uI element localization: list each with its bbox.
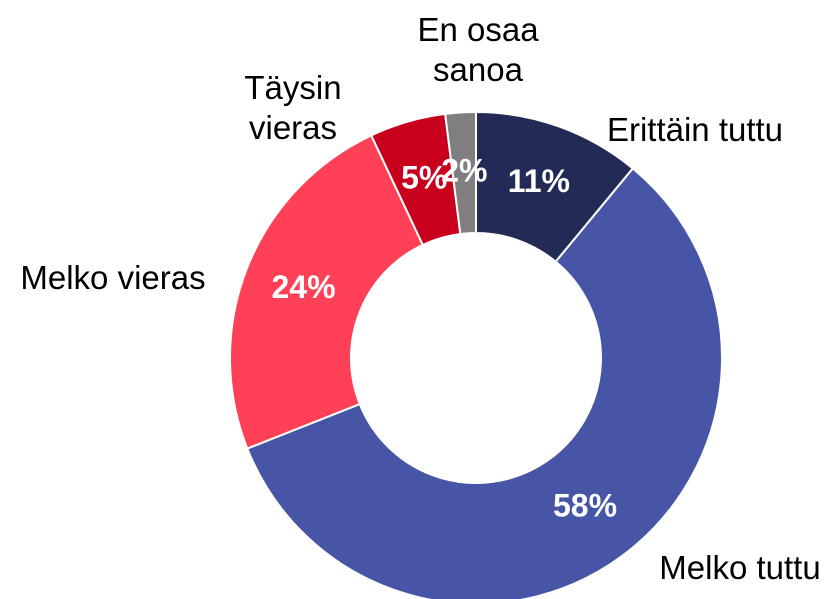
donut-slice (229, 134, 425, 450)
value-label: 11% (508, 163, 570, 199)
value-label: 58% (553, 488, 617, 524)
value-label: 2% (441, 152, 487, 188)
category-label: Melko tuttu (659, 549, 820, 586)
category-label: Melko vieras (20, 259, 205, 296)
value-label: 5% (401, 159, 447, 195)
donut-slice (444, 110, 477, 236)
value-label: 24% (272, 269, 336, 305)
category-label: Erittäin tuttu (607, 111, 783, 148)
category-label: Täysin vieras (244, 69, 341, 146)
donut-slice (245, 167, 723, 599)
category-label: En osaa sanoa (417, 11, 539, 88)
